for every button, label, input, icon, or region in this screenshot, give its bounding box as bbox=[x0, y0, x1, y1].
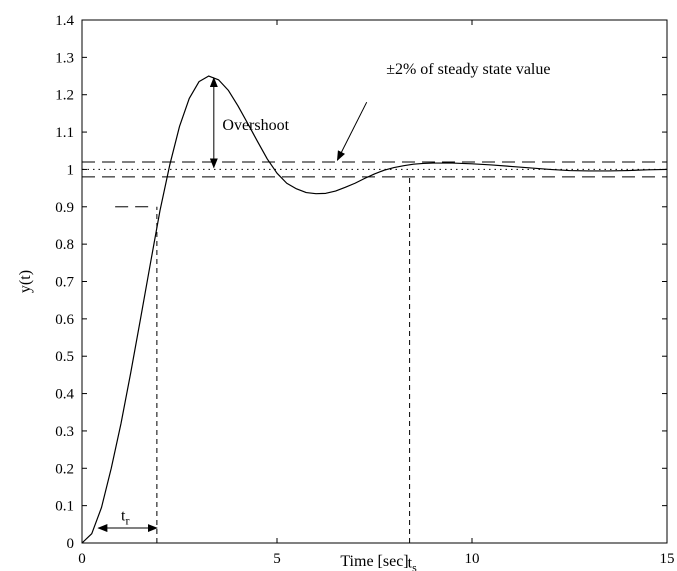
settling-time-label: ts bbox=[408, 554, 417, 571]
y-tick-label: 1 bbox=[67, 162, 75, 178]
y-tick-label: 0.4 bbox=[55, 387, 74, 403]
steady-state-band-label: ±2% of steady state value bbox=[386, 61, 550, 78]
series-layer bbox=[81, 75, 668, 544]
y-tick-label: 0.7 bbox=[55, 275, 74, 291]
y-tick-label: 1.3 bbox=[55, 50, 74, 66]
axis-layer: Time [sec] y(t) bbox=[17, 270, 409, 570]
settling-time-label-subscript: s bbox=[412, 560, 417, 571]
x-axis-label: Time [sec] bbox=[340, 553, 408, 570]
settling-time-label-base: t bbox=[408, 554, 413, 571]
rise-time-label-base: t bbox=[121, 508, 126, 525]
annotation-layer: Overshoot ±2% of steady state value tr t… bbox=[97, 61, 550, 571]
rise-time-label: tr bbox=[121, 508, 129, 528]
step-response-line bbox=[81, 75, 668, 544]
y-axis-label: y(t) bbox=[17, 270, 34, 293]
plot-area: 0 0.1 0.2 0.3 0.4 0.5 0.6 0.7 0.8 0.9 1 1.1 1.2 1.3 1.… bbox=[55, 13, 674, 567]
y-tick-label: 1.2 bbox=[55, 88, 74, 104]
y-tick-label: 1.4 bbox=[55, 13, 74, 29]
reference-lines bbox=[82, 161, 667, 543]
y-tick-label: 1.1 bbox=[55, 125, 74, 141]
overshoot-label: Overshoot bbox=[222, 117, 289, 134]
y-tick-label: 0 bbox=[67, 536, 75, 552]
y-tick-label: 0.5 bbox=[55, 349, 74, 365]
y-tick-label: 0.6 bbox=[55, 312, 74, 328]
y-tick-label: 0.1 bbox=[55, 499, 74, 515]
y-tick-label: 0.2 bbox=[55, 461, 74, 477]
y-tick-label: 0.3 bbox=[55, 424, 74, 440]
x-tick-label: 10 bbox=[465, 551, 480, 567]
x-tick-label: 5 bbox=[273, 551, 281, 567]
y-tick-label: 0.9 bbox=[55, 200, 74, 216]
y-tick-label: 0.8 bbox=[55, 237, 74, 253]
steady-state-band-arrow bbox=[336, 101, 368, 161]
plot-frame bbox=[81, 19, 668, 544]
x-tick-label: 0 bbox=[78, 551, 86, 567]
rise-time-label-subscript: r bbox=[125, 514, 129, 528]
x-tick-label: 15 bbox=[660, 551, 675, 567]
